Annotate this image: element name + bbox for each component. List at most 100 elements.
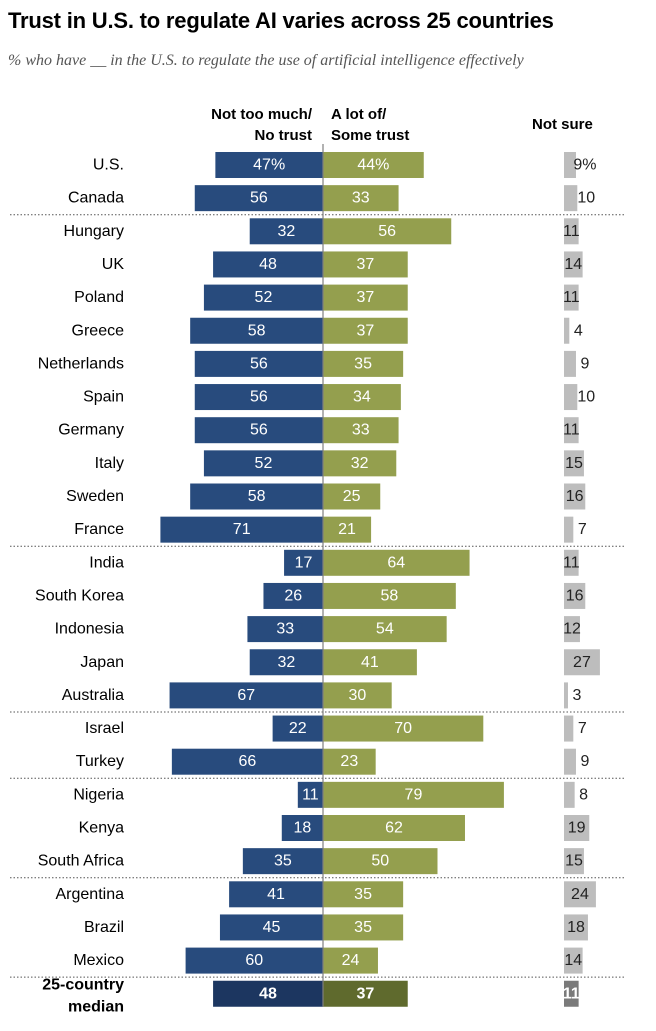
legend-positive-line1: A lot of/ [331,106,387,123]
country-label-france: France [74,521,124,538]
bar-negative-nigeria [297,781,323,808]
bar-not-sure-canada [564,185,578,212]
legend-negative-line1: Not too much/ [211,106,312,123]
value-not-sure-italy: 15 [565,455,583,472]
country-label-nigeria: Nigeria [73,786,124,803]
bar-not-sure-turkey [564,748,576,775]
value-positive-sweden: 25 [343,488,361,505]
country-label-spain: Spain [83,389,124,406]
value-positive-nigeria: 79 [405,786,423,803]
value-not-sure-uk: 14 [564,256,582,273]
value-negative-indonesia: 33 [276,621,294,638]
value-negative-japan: 32 [277,654,295,671]
value-not-sure-france: 7 [578,521,587,538]
bar-not-sure-kenya [564,815,590,841]
value-positive-poland: 37 [356,289,374,306]
bar-positive-hungary [323,218,452,245]
median-label-line1: 25-country [42,976,124,993]
value-not-sure-spain: 10 [577,389,595,406]
bar-negative-japan [249,649,323,676]
value-not-sure-brazil: 18 [567,919,585,936]
value-positive-median: 37 [356,985,374,1002]
value-positive-uk: 37 [356,256,374,273]
country-label-germany: Germany [58,422,124,439]
bar-positive-turkey [323,748,376,775]
value-negative-kenya: 18 [293,820,311,837]
bar-positive-germany [323,417,399,444]
bar-positive-uk [323,251,408,278]
value-not-sure-indonesia: 12 [563,621,581,638]
value-positive-argentina: 35 [354,886,372,903]
country-label-argentina: Argentina [56,886,125,903]
bar-negative-hungary [249,218,323,245]
bar-negative-germany [194,417,323,444]
chart-title: Trust in U.S. to regulate AI varies acro… [8,8,554,33]
bar-positive-spain [323,384,401,411]
value-negative-south-africa: 35 [274,853,292,870]
bar-negative-netherlands [194,350,323,377]
country-label-australia: Australia [62,687,124,704]
value-negative-uk: 48 [259,256,277,273]
value-positive-netherlands: 35 [354,355,372,372]
country-label-netherlands: Netherlands [38,355,124,372]
country-label-mexico: Mexico [73,952,124,969]
median-label-line2: median [68,998,124,1015]
country-label-uk: UK [102,256,125,273]
country-label-israel: Israel [85,720,124,737]
bar-negative-south-korea [263,582,323,609]
value-not-sure-germany: 11 [563,422,580,439]
bar-positive-netherlands [323,350,404,377]
bar-not-sure-south-korea [564,582,586,609]
value-negative-argentina: 41 [267,886,285,903]
bar-not-sure-australia [564,682,568,709]
bar-not-sure-france [564,516,574,543]
bar-not-sure-spain [564,384,578,411]
bar-not-sure-greece [564,317,570,344]
value-negative-south-korea: 26 [284,587,302,604]
value-not-sure-greece: 4 [574,322,583,339]
country-label-turkey: Turkey [76,753,124,770]
bar-positive-japan [323,649,417,676]
value-negative-sweden: 58 [248,488,266,505]
value-not-sure-india: 11 [563,554,580,571]
country-label-india: India [89,554,124,571]
bar-not-sure-india [564,549,579,576]
value-negative-mexico: 60 [245,952,263,969]
bar-positive-south-korea [323,582,456,609]
bar-positive-greece [323,317,408,344]
bar-positive-argentina [323,881,404,908]
bar-positive-france [323,516,372,543]
value-negative-u-s: 47% [253,157,285,174]
bar-negative-indonesia [247,616,323,643]
bar-positive-australia [323,682,392,709]
value-not-sure-japan: 27 [573,654,591,671]
legend-not-sure: Not sure [532,114,593,135]
bar-not-sure-uk [564,251,583,278]
value-not-sure-canada: 10 [577,190,595,207]
bar-not-sure-south-africa [564,848,584,875]
value-not-sure-south-korea: 16 [566,587,584,604]
country-label-italy: Italy [95,455,124,472]
value-positive-greece: 37 [356,322,374,339]
value-negative-poland: 52 [255,289,273,306]
value-positive-u-s: 44% [357,157,389,174]
value-not-sure-nigeria: 8 [579,786,588,803]
bar-positive-italy [323,450,397,477]
bar-negative-uk [213,251,323,278]
bar-not-sure-poland [564,284,579,311]
bar-positive-sweden [323,483,381,510]
bar-negative-spain [194,384,323,411]
value-not-sure-netherlands: 9 [581,355,590,372]
bar-not-sure-u-s [564,152,576,178]
value-not-sure-sweden: 16 [566,488,584,505]
bar-negative-israel [272,715,323,742]
country-label-hungary: Hungary [64,223,124,240]
bar-negative-median [213,980,323,1007]
bar-not-sure-netherlands [564,350,576,377]
legend-positive-line2: Some trust [331,127,410,144]
value-not-sure-hungary: 11 [563,223,580,240]
bar-negative-france [160,516,323,543]
bar-negative-canada [194,185,323,212]
value-negative-germany: 56 [250,422,268,439]
